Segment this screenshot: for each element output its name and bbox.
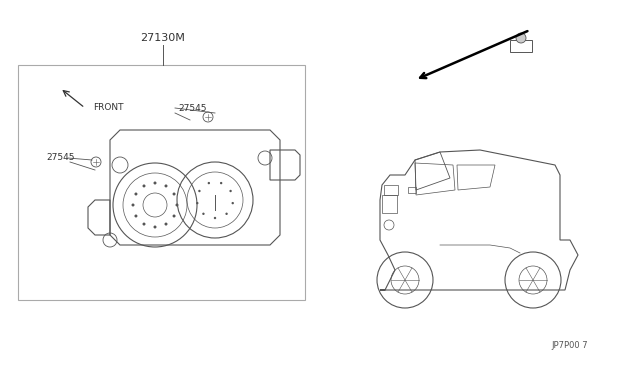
- Text: 27545: 27545: [46, 153, 74, 161]
- Text: JP7P00 7: JP7P00 7: [552, 340, 588, 350]
- Circle shape: [131, 203, 134, 206]
- Circle shape: [516, 33, 526, 43]
- Bar: [384, 185, 398, 195]
- Circle shape: [202, 212, 205, 215]
- Bar: [382, 195, 397, 213]
- Bar: [408, 187, 416, 193]
- Circle shape: [196, 202, 198, 204]
- Circle shape: [134, 215, 138, 218]
- Circle shape: [143, 222, 145, 225]
- Circle shape: [154, 225, 157, 228]
- Circle shape: [173, 215, 175, 218]
- Circle shape: [134, 192, 138, 196]
- Circle shape: [143, 185, 145, 187]
- Circle shape: [164, 185, 168, 187]
- Circle shape: [198, 190, 200, 192]
- Text: FRONT: FRONT: [93, 103, 124, 112]
- Text: 27130M: 27130M: [141, 33, 186, 43]
- Circle shape: [232, 202, 234, 204]
- Circle shape: [220, 182, 222, 184]
- Circle shape: [173, 192, 175, 196]
- Circle shape: [164, 222, 168, 225]
- Circle shape: [229, 190, 232, 192]
- Circle shape: [154, 182, 157, 185]
- Circle shape: [225, 212, 228, 215]
- Bar: [510, 40, 532, 52]
- Circle shape: [175, 203, 179, 206]
- Text: 27545: 27545: [178, 103, 207, 112]
- Circle shape: [214, 217, 216, 219]
- Circle shape: [207, 182, 210, 184]
